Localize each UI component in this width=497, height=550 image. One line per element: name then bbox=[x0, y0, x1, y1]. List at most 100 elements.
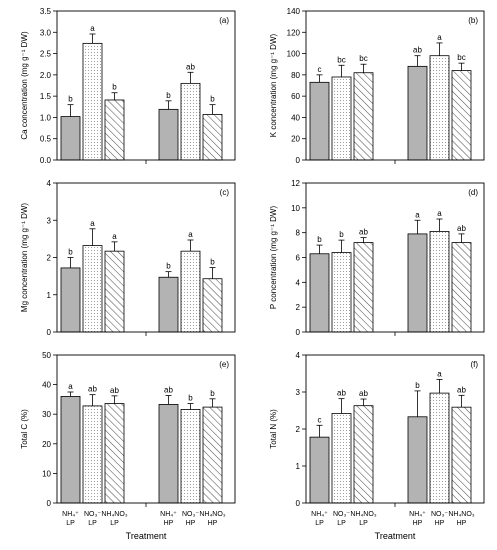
x-tick-label: NO₃⁻ bbox=[431, 511, 448, 518]
panel-label: (b) bbox=[468, 16, 478, 25]
significance-letter: bc bbox=[359, 54, 367, 63]
panel-label: (c) bbox=[220, 188, 230, 197]
error-bar bbox=[89, 394, 96, 406]
error-bar bbox=[165, 395, 172, 405]
y-tick-label: 3 bbox=[296, 388, 301, 397]
error-bar bbox=[111, 241, 118, 252]
error-bar bbox=[67, 257, 74, 268]
bar bbox=[82, 245, 103, 333]
bar bbox=[180, 409, 201, 504]
significance-letter: b bbox=[112, 83, 117, 92]
significance-letter: ab bbox=[457, 224, 466, 233]
significance-letter: b bbox=[68, 95, 73, 104]
x-tick-label: HP bbox=[435, 520, 445, 527]
error-bar bbox=[187, 239, 194, 252]
bar bbox=[451, 406, 472, 504]
bar bbox=[309, 81, 330, 161]
panel-label: (e) bbox=[219, 360, 229, 369]
y-tick-label: 20 bbox=[42, 440, 51, 449]
significance-letter: ab bbox=[359, 389, 368, 398]
x-tick-label: LP bbox=[315, 520, 324, 527]
significance-letter: a bbox=[415, 210, 420, 219]
y-tick-label: 1 bbox=[296, 462, 301, 471]
bar bbox=[202, 114, 223, 161]
y-axis-label: Total C (%) bbox=[20, 409, 29, 449]
significance-letter: a bbox=[437, 209, 442, 218]
bar bbox=[451, 242, 472, 333]
error-bar bbox=[360, 63, 367, 73]
y-tick-label: 4 bbox=[47, 179, 52, 188]
error-bar bbox=[436, 379, 443, 394]
y-tick-label: 0 bbox=[296, 156, 301, 165]
x-tick-label: LP bbox=[110, 520, 119, 527]
y-tick-label: 3.5 bbox=[40, 7, 52, 16]
significance-letter: b bbox=[210, 389, 215, 398]
error-bar bbox=[67, 104, 74, 117]
panel-5: c ab ab b a ab 0 1 2 3 4 (f) Total N (%) NH₄⁺ LP NO₃⁻ LP… bbox=[269, 351, 485, 541]
error-bar bbox=[414, 390, 421, 417]
error-bar bbox=[458, 62, 465, 71]
bar bbox=[180, 82, 201, 161]
x-tick-label: NH₄⁺ bbox=[160, 511, 177, 518]
error-bar bbox=[187, 403, 194, 410]
significance-letter: a bbox=[90, 24, 95, 33]
error-bar bbox=[89, 33, 96, 44]
bar bbox=[353, 405, 374, 504]
error-bar bbox=[414, 219, 421, 234]
x-tick-label: HP bbox=[413, 520, 423, 527]
bar bbox=[353, 72, 374, 161]
error-bar bbox=[209, 104, 216, 115]
y-tick-label: 10 bbox=[291, 204, 300, 213]
significance-letter: c bbox=[318, 415, 322, 424]
bar bbox=[158, 108, 179, 161]
significance-letter: ab bbox=[337, 389, 346, 398]
error-bar bbox=[67, 391, 74, 397]
x-tick-label: LP bbox=[359, 520, 368, 527]
significance-letter: b bbox=[317, 235, 322, 244]
y-tick-label: 100 bbox=[287, 50, 301, 59]
bar bbox=[451, 70, 472, 161]
significance-letter: b bbox=[210, 258, 215, 267]
error-bar bbox=[338, 239, 345, 253]
y-tick-label: 3.0 bbox=[40, 28, 52, 37]
x-axis-label: Treatment bbox=[126, 531, 167, 541]
error-bar bbox=[165, 100, 172, 110]
y-axis-label: K concentration (mg g⁻¹ DW) bbox=[269, 33, 278, 137]
bar bbox=[82, 42, 103, 161]
error-bar bbox=[360, 398, 367, 406]
x-tick-label: NH₄NO₃ bbox=[199, 511, 225, 518]
error-bar bbox=[436, 42, 443, 56]
error-bar bbox=[209, 398, 216, 408]
bar bbox=[158, 404, 179, 504]
error-bar bbox=[209, 267, 216, 279]
significance-letter: b bbox=[166, 91, 171, 100]
x-tick-label: NH₄⁺ bbox=[409, 511, 426, 518]
significance-letter: ab bbox=[186, 62, 195, 71]
y-tick-label: 1 bbox=[47, 291, 52, 300]
error-bar bbox=[436, 218, 443, 232]
error-bar bbox=[111, 92, 118, 100]
bar bbox=[82, 405, 103, 504]
significance-letter: ab bbox=[359, 228, 368, 237]
y-tick-label: 140 bbox=[287, 7, 301, 16]
y-tick-label: 8 bbox=[296, 229, 301, 238]
bar bbox=[104, 250, 125, 333]
y-tick-label: 4 bbox=[296, 278, 301, 287]
y-tick-label: 40 bbox=[42, 381, 51, 390]
bar bbox=[331, 252, 352, 333]
x-tick-label: HP bbox=[164, 520, 174, 527]
significance-letter: a bbox=[112, 232, 117, 241]
significance-letter: ab bbox=[457, 385, 466, 394]
y-tick-label: 6 bbox=[296, 254, 301, 263]
y-axis-label: Total N (%) bbox=[269, 409, 278, 449]
error-bar bbox=[414, 55, 421, 67]
x-tick-label: LP bbox=[337, 520, 346, 527]
x-tick-label: NO₃⁻ bbox=[84, 511, 101, 518]
significance-letter: ab bbox=[413, 46, 422, 55]
x-tick-label: HP bbox=[208, 520, 218, 527]
y-axis-label: Mg concentration (mg g⁻¹ DW) bbox=[20, 203, 29, 312]
x-tick-label: LP bbox=[66, 520, 75, 527]
error-bar bbox=[458, 394, 465, 408]
bar bbox=[60, 267, 81, 333]
